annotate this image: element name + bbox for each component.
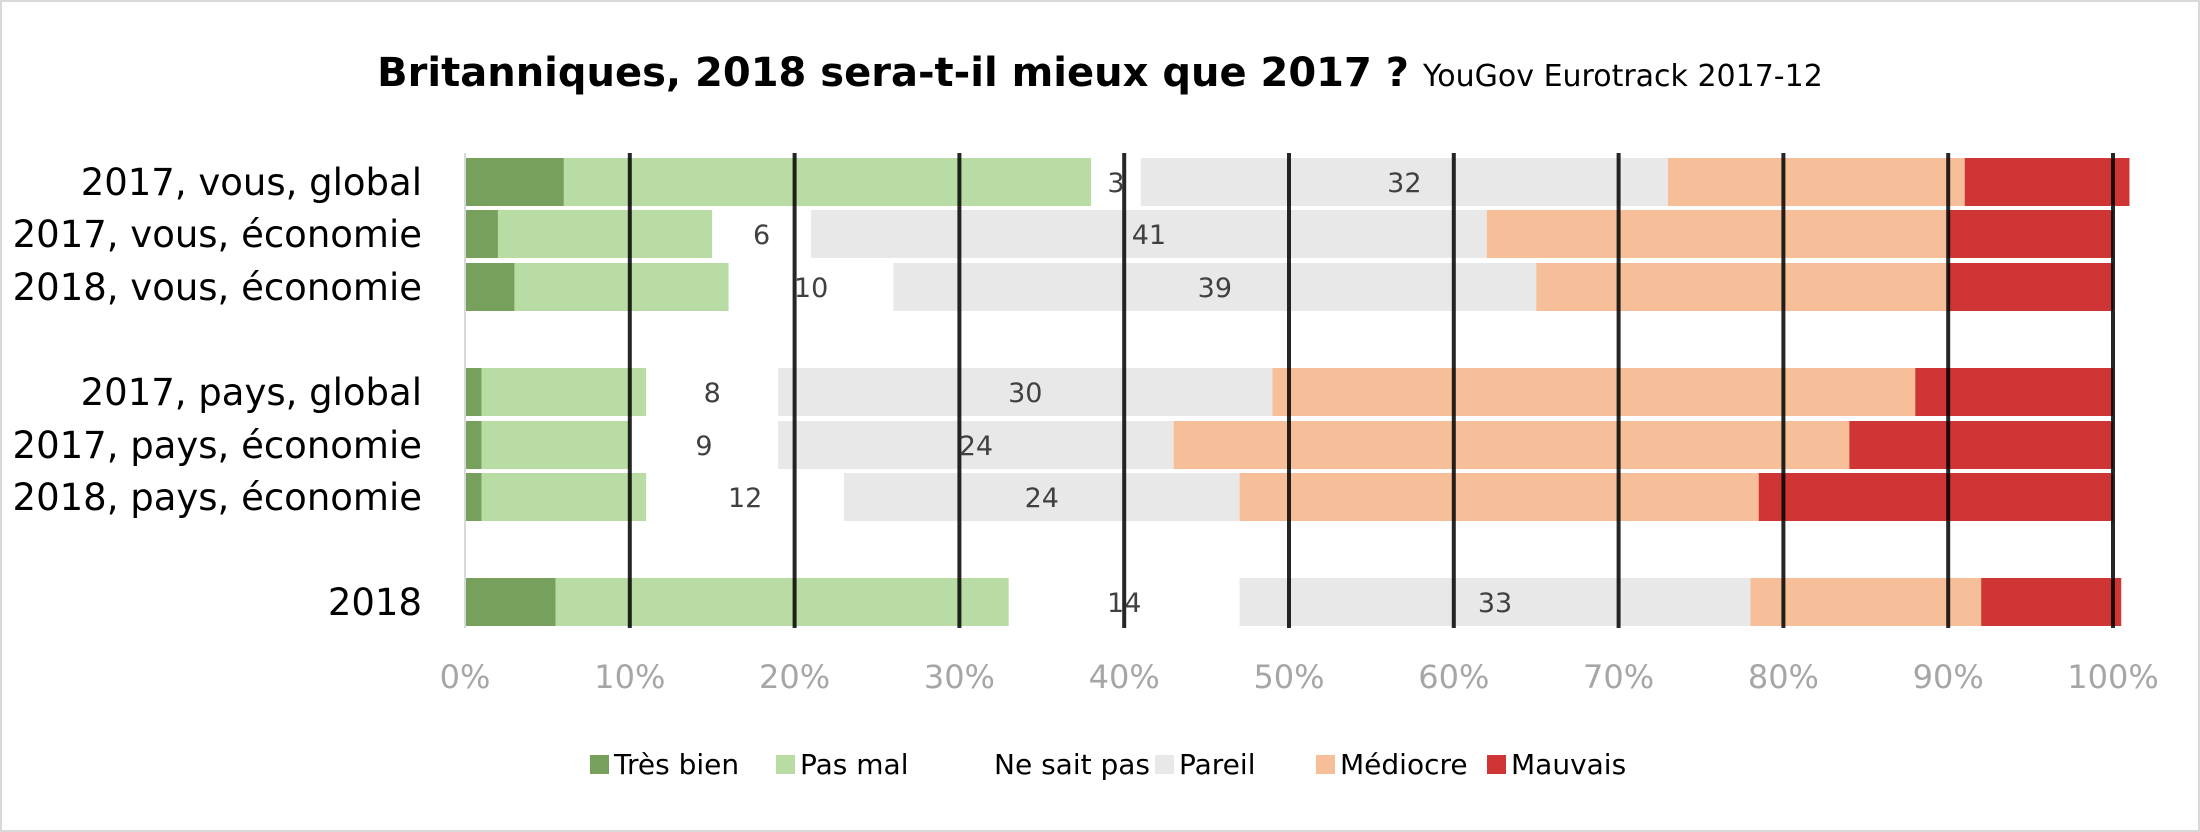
x-tick-label: 60% [1418, 658, 1489, 696]
bar-tres-bien-4 [465, 368, 482, 416]
bar-tres-bien-7 [465, 578, 556, 626]
category-label: 2017, pays, global [81, 371, 422, 414]
bar-pareil-6 [844, 473, 1240, 521]
legend-label-pareil: Pareil [1179, 748, 1255, 781]
title-main: Britanniques, 2018 sera-t-il mieux que 2… [377, 50, 1409, 96]
legend-swatch-mauvais [1487, 755, 1506, 774]
title-subtitle: YouGov Eurotrack 2017-12 [1422, 59, 1823, 94]
legend-swatch-pas-mal [776, 755, 795, 774]
legend: Très bien Pas mal Ne sait pas Pareil Médiocr… [590, 748, 1626, 781]
bar-pas-mal-2 [497, 210, 713, 258]
bar-mediocre-2 [1486, 210, 1949, 258]
bar-mediocre-6 [1239, 473, 1759, 521]
bar-pareil-4 [778, 368, 1273, 416]
category-label: 2018, vous, économie [13, 266, 422, 309]
legend-label-mauvais: Mauvais [1511, 748, 1626, 781]
category-label: 2018, pays, économie [13, 476, 422, 519]
bar-tres-bien-2 [465, 210, 498, 258]
bar-pareil-5 [778, 421, 1174, 469]
legend-label-pas-mal: Pas mal [800, 748, 909, 781]
legend-swatch-pareil [1155, 755, 1174, 774]
data-label-ne-sait-pas: 8 [704, 378, 721, 409]
x-axis-ticks: 0% 10% 20% 30% 40% 50% 60% 70% 80% 90% 100% [440, 658, 2159, 696]
bar-pareil-1 [1140, 158, 1669, 206]
gridlines [464, 153, 2115, 628]
bar-pas-mal-5 [481, 421, 630, 469]
chart-title: Britanniques, 2018 sera-t-il mieux que 2… [377, 50, 1823, 96]
data-label-pareil: 32 [1387, 168, 1421, 199]
data-label-ne-sait-pas: 12 [728, 483, 762, 514]
bar-mauvais-2 [1948, 210, 2113, 258]
data-label-pareil: 24 [959, 431, 993, 462]
x-tick-label: 50% [1253, 658, 1324, 696]
category-label: 2017, pays, économie [13, 424, 422, 467]
x-tick-label: 100% [2067, 658, 2158, 696]
bar-pas-mal-7 [555, 578, 1009, 626]
data-label-pareil: 41 [1132, 220, 1166, 251]
x-tick-label: 40% [1089, 658, 1160, 696]
bar-tres-bien-5 [465, 421, 482, 469]
bar-mediocre-4 [1272, 368, 1916, 416]
x-tick-label: 90% [1913, 658, 1984, 696]
legend-swatch-ne-sait-pas [970, 755, 989, 774]
bar-mauvais-1 [1964, 158, 2130, 206]
data-label-pareil: 39 [1198, 273, 1232, 304]
bar-pas-mal-4 [481, 368, 647, 416]
data-label-pareil: 24 [1025, 483, 1059, 514]
bar-mauvais-7 [1981, 578, 2122, 626]
x-tick-label: 30% [924, 658, 995, 696]
bar-mediocre-1 [1668, 158, 1965, 206]
data-label-ne-sait-pas: 6 [753, 220, 770, 251]
category-label: 2017, vous, global [81, 161, 422, 204]
bar-mediocre-5 [1173, 421, 1850, 469]
x-tick-label: 80% [1748, 658, 1819, 696]
bar-ne-sait-pas-3 [728, 263, 894, 311]
category-label: 2017, vous, économie [13, 213, 422, 256]
bar-ne-sait-pas-6 [646, 473, 845, 521]
bar-tres-bien-6 [465, 473, 482, 521]
bar-pareil-2 [811, 210, 1487, 258]
bar-mediocre-7 [1750, 578, 1982, 626]
bar-pas-mal-3 [514, 263, 729, 311]
data-label-pareil: 30 [1008, 378, 1042, 409]
bar-ne-sait-pas-1 [1091, 158, 1141, 206]
x-tick-label: 20% [759, 658, 830, 696]
x-tick-label: 10% [594, 658, 665, 696]
category-labels: 2017, vous, global 2017, vous, économie 20… [13, 161, 422, 624]
bar-pareil-7 [1239, 578, 1751, 626]
bar-tres-bien-3 [465, 263, 515, 311]
bar-mediocre-3 [1536, 263, 1949, 311]
bar-mauvais-5 [1849, 421, 2113, 469]
bars-group [465, 158, 2130, 626]
bar-mauvais-3 [1948, 263, 2113, 311]
legend-label-tres-bien: Très bien [613, 748, 739, 781]
bar-pareil-3 [893, 263, 1537, 311]
data-labels: 3 6 10 8 9 12 14 32 41 39 30 24 24 33 [695, 168, 1512, 619]
legend-swatch-mediocre [1316, 755, 1335, 774]
bar-tres-bien-1 [465, 158, 564, 206]
bar-pas-mal-6 [481, 473, 647, 521]
data-label-pareil: 33 [1478, 588, 1512, 619]
x-tick-label: 0% [440, 658, 491, 696]
bar-mauvais-6 [1758, 473, 2113, 521]
bar-mauvais-4 [1915, 368, 2113, 416]
legend-label-ne-sait-pas: Ne sait pas [994, 748, 1150, 781]
data-label-ne-sait-pas: 14 [1107, 588, 1141, 619]
bar-ne-sait-pas-4 [646, 368, 779, 416]
data-label-ne-sait-pas: 9 [695, 431, 712, 462]
x-tick-label: 70% [1583, 658, 1654, 696]
legend-swatch-tres-bien [590, 755, 609, 774]
legend-label-mediocre: Médiocre [1340, 748, 1468, 781]
bar-pas-mal-1 [563, 158, 1092, 206]
data-label-ne-sait-pas: 3 [1107, 168, 1124, 199]
category-label: 2018 [328, 581, 422, 624]
bar-ne-sait-pas-5 [629, 421, 779, 469]
data-label-ne-sait-pas: 10 [794, 273, 828, 304]
